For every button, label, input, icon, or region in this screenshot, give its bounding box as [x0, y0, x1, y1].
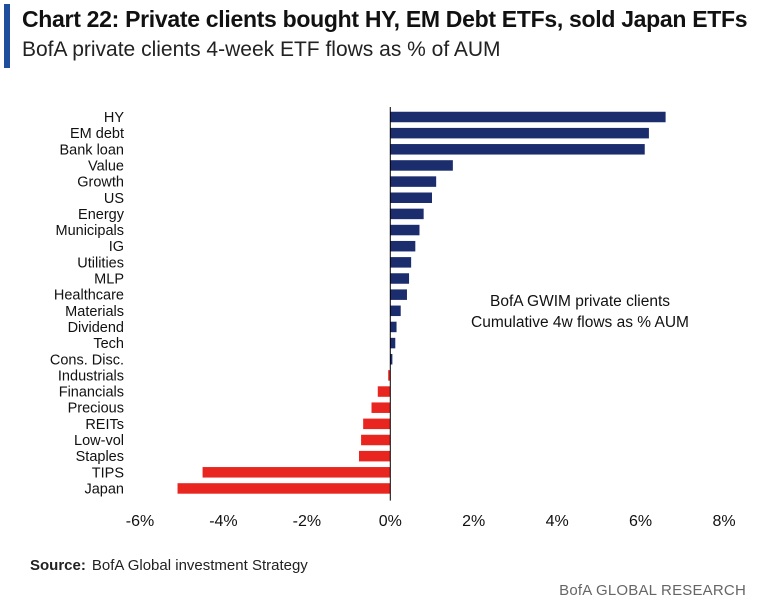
bar-financials — [377, 386, 391, 397]
x-tick-label: 8% — [712, 513, 735, 530]
bar-reits — [363, 418, 391, 430]
x-tick-label: -6% — [126, 513, 154, 530]
bar-precious — [371, 402, 391, 413]
bar-bank-loan — [390, 144, 645, 155]
chart-title: Chart 22: Private clients bought HY, EM … — [22, 6, 748, 32]
chart-annotation: BofA GWIM private clients — [490, 293, 670, 310]
bar-healthcare — [390, 289, 407, 300]
bar-cons-disc- — [390, 354, 393, 365]
bar-ig — [390, 240, 416, 252]
bar-us — [390, 192, 432, 203]
x-tick-label: -2% — [293, 513, 321, 530]
category-label: TIPS — [92, 465, 124, 481]
category-label: Precious — [68, 401, 124, 417]
category-label: Energy — [78, 207, 125, 223]
category-label: Industrials — [58, 368, 124, 384]
category-label: Staples — [76, 449, 124, 465]
bar-japan — [177, 483, 391, 494]
bar-growth — [390, 176, 437, 187]
title-accent-bar — [4, 4, 10, 68]
source-text: BofA Global investment Strategy — [91, 557, 308, 574]
category-label: Tech — [93, 336, 124, 352]
category-label: Healthcare — [54, 288, 124, 304]
source-label: Source: — [30, 557, 86, 574]
bar-municipals — [390, 224, 420, 236]
x-tick-label: -4% — [209, 513, 237, 530]
bar-value — [390, 160, 453, 171]
category-label: Materials — [65, 304, 124, 320]
chart-annotation: Cumulative 4w flows as % AUM — [471, 314, 689, 331]
bar-hy — [390, 111, 666, 123]
brand-footer: BofA GLOBAL RESEARCH — [559, 582, 746, 599]
category-label: Financials — [59, 385, 124, 401]
category-label: Low-vol — [74, 433, 124, 449]
category-label: Utilities — [77, 255, 124, 271]
x-tick-label: 4% — [546, 513, 569, 530]
bar-staples — [359, 450, 391, 462]
bar-energy — [390, 208, 424, 220]
category-label: REITs — [85, 417, 124, 433]
category-label: Bank loan — [60, 142, 125, 158]
bar-materials — [390, 305, 401, 317]
category-label: Growth — [77, 175, 124, 191]
category-label: Dividend — [68, 320, 124, 336]
category-label: EM debt — [70, 126, 124, 142]
bar-low-vol — [361, 434, 391, 446]
x-tick-label: 6% — [629, 513, 652, 530]
bar-tips — [202, 467, 391, 478]
category-label: Municipals — [56, 223, 125, 239]
bar-utilities — [390, 257, 412, 268]
x-tick-label: 0% — [379, 513, 402, 530]
category-label: MLP — [94, 272, 124, 288]
category-label: HY — [104, 110, 124, 126]
category-label: US — [104, 191, 124, 207]
source-note: Source: BofA Global investment Strategy — [30, 557, 308, 574]
chart-subtitle: BofA private clients 4-week ETF flows as… — [22, 38, 501, 61]
x-tick-label: 2% — [462, 513, 485, 530]
category-label: Cons. Disc. — [50, 352, 124, 368]
bar-dividend — [390, 321, 397, 333]
bar-tech — [390, 337, 396, 349]
category-label: Japan — [84, 481, 124, 497]
bar-industrials — [388, 370, 391, 381]
category-label: IG — [109, 239, 124, 255]
bar-mlp — [390, 273, 410, 284]
bar-em-debt — [390, 127, 649, 139]
category-label: Value — [88, 158, 124, 174]
